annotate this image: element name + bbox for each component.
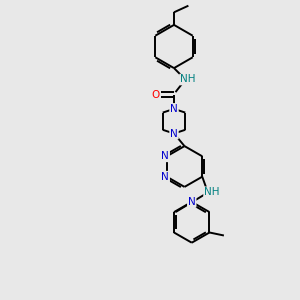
Text: N: N <box>188 197 196 207</box>
Text: N: N <box>170 128 178 139</box>
Text: NH: NH <box>180 74 196 85</box>
Text: NH: NH <box>204 187 220 197</box>
Text: N: N <box>161 172 169 182</box>
Text: N: N <box>170 104 178 114</box>
Text: N: N <box>161 151 169 161</box>
Text: O: O <box>152 89 160 100</box>
